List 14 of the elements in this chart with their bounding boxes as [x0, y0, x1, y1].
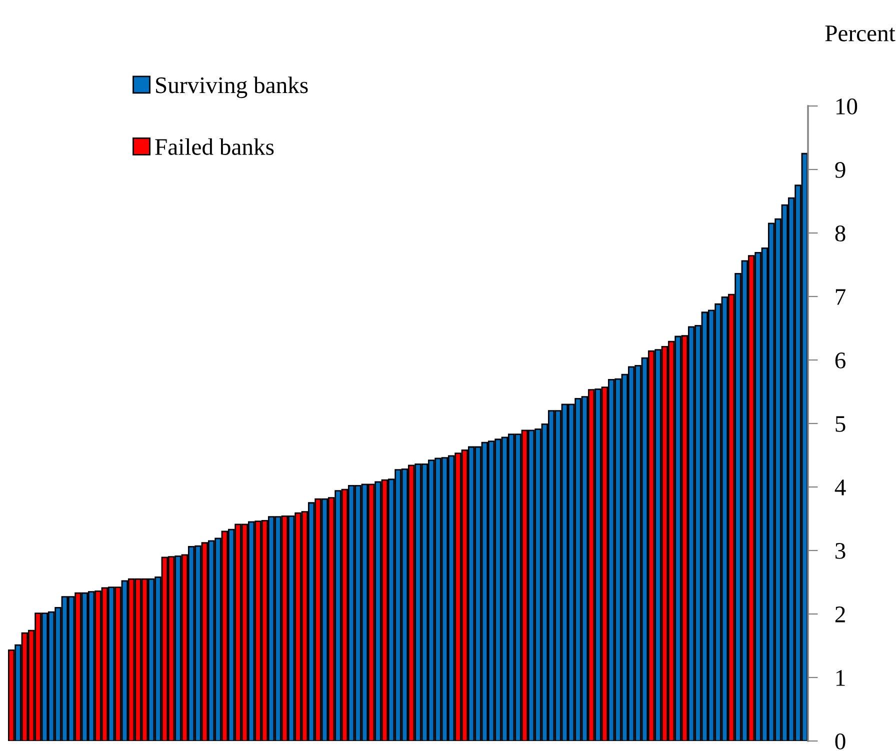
y-axis-title: Percent: [825, 26, 896, 42]
legend-label: Failed banks: [155, 138, 274, 155]
y-tick-label: 10: [836, 98, 858, 114]
y-tick-label: 1: [836, 670, 845, 686]
legend-label: Surviving banks: [156, 76, 308, 98]
y-tick-label: 0: [835, 733, 846, 750]
y-tick-label: 9: [835, 162, 846, 178]
y-tick-label: 4: [834, 480, 846, 496]
y-tick-label: 2: [835, 606, 845, 622]
y-tick-label: 6: [835, 352, 846, 368]
y-tick-label: 5: [836, 416, 846, 432]
y-tick-label: 8: [835, 225, 846, 242]
y-tick-label: 3: [836, 543, 846, 559]
y-tick-label: 7: [836, 289, 846, 305]
